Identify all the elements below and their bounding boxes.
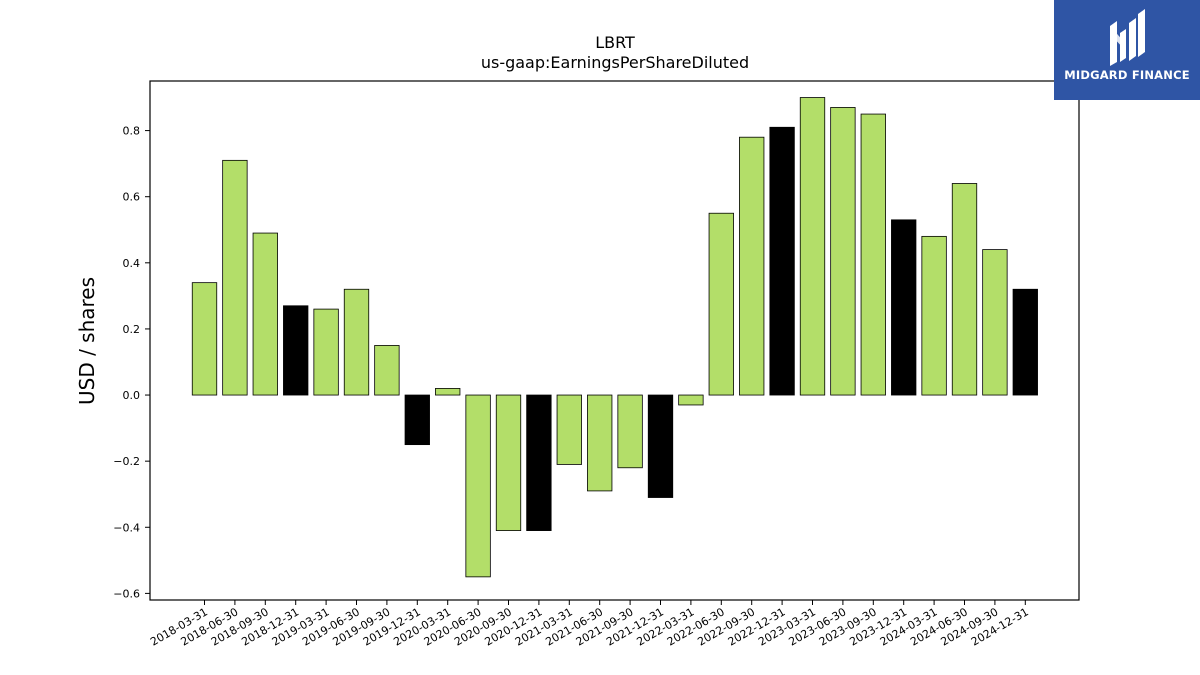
- bar-2019-03-31: [313, 308, 339, 396]
- bar-2021-06-30: [587, 394, 613, 492]
- bar-2020-06-30: [465, 394, 491, 578]
- y-tick-label: 0.4: [123, 257, 141, 270]
- bar-2024-03-31: [921, 235, 947, 396]
- bar-2022-12-31: [769, 126, 795, 396]
- y-tick-label: 0.2: [123, 323, 141, 336]
- bar-2020-03-31: [435, 388, 461, 396]
- bar-2018-09-30: [252, 232, 278, 396]
- midgard-logo-icon: [1110, 9, 1145, 66]
- y-tick-label: −0.6: [113, 587, 140, 600]
- bar-2022-06-30: [708, 212, 734, 396]
- bars-group: [191, 97, 1038, 578]
- bar-2018-12-31: [283, 305, 309, 396]
- bar-2021-12-31: [647, 394, 674, 498]
- x-ticks: 2018-03-312018-06-302018-09-302018-12-31…: [148, 600, 1031, 649]
- bar-2021-09-30: [617, 394, 643, 469]
- bar-2023-03-31: [799, 97, 826, 396]
- y-axis-label: USD / shares: [75, 277, 99, 405]
- y-ticks: −0.6 −0.4 −0.2 0.0 0.2 0.4 0.6 0.8: [113, 125, 150, 600]
- bar-2021-03-31: [556, 394, 582, 465]
- bar-2018-03-31: [191, 282, 218, 396]
- chart-subtitle: us-gaap:EarningsPerShareDiluted: [481, 53, 749, 72]
- bar-2019-06-30: [343, 288, 370, 396]
- bar-2022-09-30: [739, 136, 765, 396]
- bar-2023-09-30: [860, 113, 886, 396]
- y-tick-label: 0.0: [123, 389, 141, 402]
- y-tick-label: −0.2: [113, 455, 140, 468]
- chart-title: LBRT: [595, 33, 635, 52]
- bar-2024-09-30: [982, 249, 1008, 396]
- bar-2018-06-30: [222, 159, 248, 396]
- bar-2019-09-30: [374, 345, 400, 396]
- bar-2024-06-30: [951, 183, 978, 396]
- logo-text: MIDGARD FINANCE: [1064, 68, 1190, 82]
- y-tick-label: −0.4: [113, 521, 140, 534]
- bar-2020-12-31: [526, 394, 552, 531]
- bar-2023-12-31: [891, 219, 917, 396]
- bar-2020-09-30: [495, 394, 522, 531]
- brand-logo: MIDGARD FINANCE: [1054, 0, 1200, 100]
- bar-2024-12-31: [1012, 288, 1038, 396]
- bar-2022-03-31: [678, 394, 704, 406]
- y-tick-label: 0.8: [123, 125, 141, 138]
- y-tick-label: 0.6: [123, 191, 141, 204]
- bar-2023-06-30: [830, 107, 856, 396]
- bar-2019-12-31: [404, 394, 430, 446]
- plot-frame: [149, 80, 1080, 601]
